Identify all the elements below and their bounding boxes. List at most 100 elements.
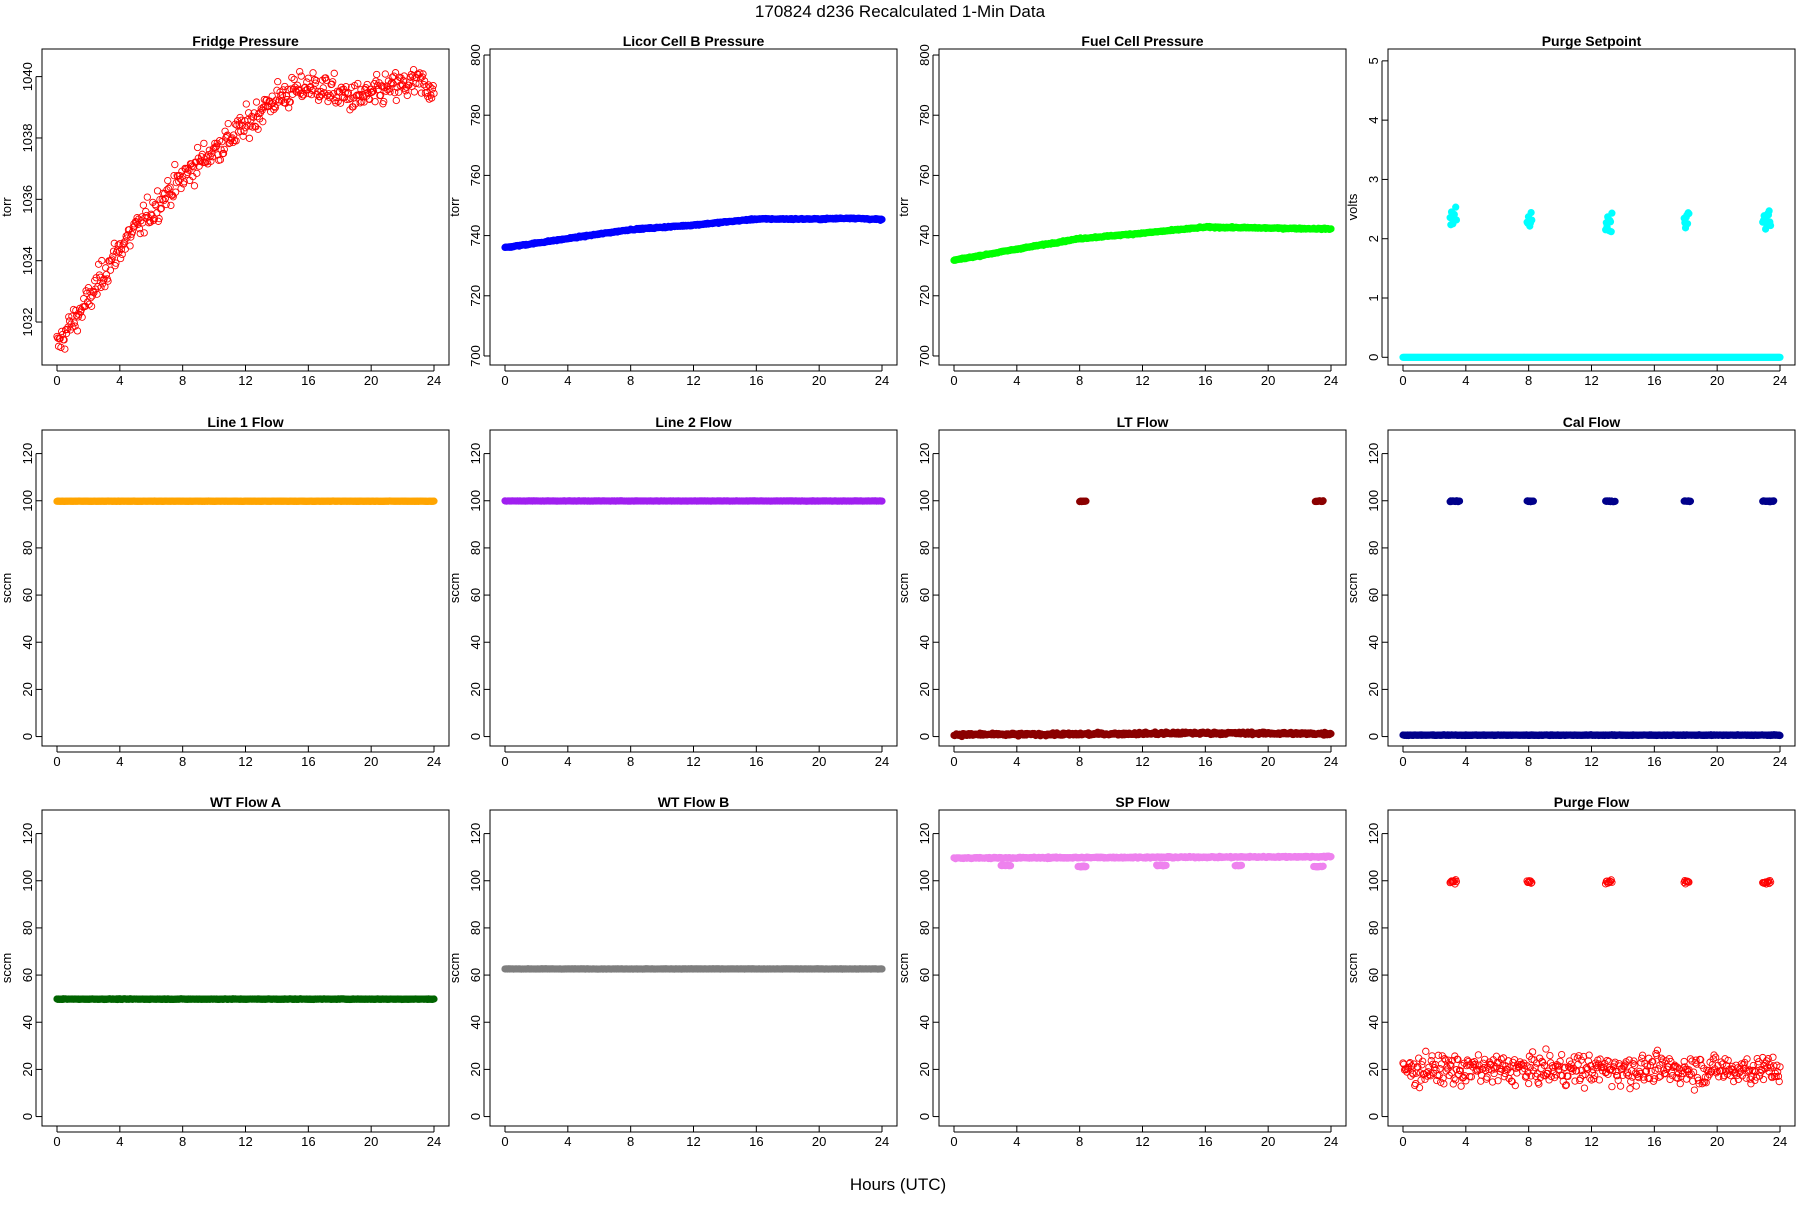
x-tick-label: 12 xyxy=(1135,373,1149,388)
y-tick-label: 20 xyxy=(468,1062,483,1076)
y-tick-label: 0 xyxy=(1366,733,1381,740)
y-tick-label: 3 xyxy=(1366,176,1381,183)
x-tick-label: 0 xyxy=(950,373,957,388)
x-tick-label: 16 xyxy=(749,1134,763,1149)
y-tick-label: 80 xyxy=(917,541,932,555)
y-tick-label: 40 xyxy=(1366,635,1381,649)
data-point xyxy=(1529,217,1535,223)
data-point xyxy=(305,75,311,81)
y-tick-label: 0 xyxy=(20,1113,35,1120)
x-tick-label: 12 xyxy=(686,754,700,769)
x-tick-label: 24 xyxy=(875,754,889,769)
plot-frame xyxy=(939,430,1346,746)
x-tick-label: 24 xyxy=(1324,373,1338,388)
main-title: 170824 d236 Recalculated 1-Min Data xyxy=(755,2,1046,21)
data-point xyxy=(1771,498,1777,504)
data-point xyxy=(298,73,304,79)
y-tick-label: 780 xyxy=(917,104,932,126)
x-tick-label: 8 xyxy=(1076,754,1083,769)
x-tick-label: 0 xyxy=(950,754,957,769)
y-tick-label: 100 xyxy=(1366,490,1381,512)
data-points xyxy=(951,223,1334,263)
y-tick-label: 1036 xyxy=(20,185,35,214)
y-tick-label: 1 xyxy=(1366,294,1381,301)
x-tick-label: 24 xyxy=(875,1134,889,1149)
data-point xyxy=(431,996,437,1002)
y-tick-label: 60 xyxy=(20,968,35,982)
data-point xyxy=(431,498,437,504)
x-tick-label: 4 xyxy=(116,754,123,769)
data-point xyxy=(117,255,123,261)
y-tick-label: 1032 xyxy=(20,308,35,337)
y-tick-label: 100 xyxy=(468,870,483,892)
x-tick-label: 16 xyxy=(1198,754,1212,769)
x-tick-label: 12 xyxy=(1135,754,1149,769)
x-tick-label: 8 xyxy=(627,373,634,388)
data-point xyxy=(168,202,174,208)
x-tick-label: 12 xyxy=(686,373,700,388)
y-tick-label: 20 xyxy=(1366,682,1381,696)
y-tick-label: 100 xyxy=(468,490,483,512)
x-tick-label: 20 xyxy=(1261,373,1275,388)
y-tick-label: 120 xyxy=(1366,443,1381,465)
y-tick-label: 20 xyxy=(468,682,483,696)
data-point xyxy=(1320,498,1326,504)
plot-frame xyxy=(42,49,449,365)
data-point xyxy=(296,68,302,74)
panel-title: LT Flow xyxy=(1117,414,1169,430)
x-tick-label: 12 xyxy=(1584,373,1598,388)
data-point xyxy=(1686,210,1692,216)
panel-title: Line 1 Flow xyxy=(207,414,283,430)
x-tick-label: 12 xyxy=(238,373,252,388)
x-tick-label: 24 xyxy=(1773,373,1787,388)
y-tick-label: 0 xyxy=(917,733,932,740)
data-point xyxy=(1684,221,1690,227)
data-points xyxy=(54,498,437,505)
data-point xyxy=(225,120,231,126)
y-tick-label: 80 xyxy=(468,541,483,555)
data-point xyxy=(1528,209,1534,215)
x-tick-label: 12 xyxy=(1584,754,1598,769)
x-tick-label: 8 xyxy=(627,1134,634,1149)
y-tick-label: 0 xyxy=(20,733,35,740)
x-tick-label: 8 xyxy=(179,373,186,388)
data-point xyxy=(879,216,885,222)
x-tick-label: 0 xyxy=(1399,373,1406,388)
data-point xyxy=(58,344,64,350)
x-tick-label: 0 xyxy=(53,1134,60,1149)
y-tick-label: 0 xyxy=(468,733,483,740)
y-axis-label: sccm xyxy=(447,953,462,983)
x-tick-label: 12 xyxy=(238,1134,252,1149)
x-tick-label: 16 xyxy=(301,1134,315,1149)
y-tick-label: 20 xyxy=(20,1062,35,1076)
x-tick-label: 4 xyxy=(1013,754,1020,769)
data-point xyxy=(381,98,387,104)
x-tick-label: 0 xyxy=(501,373,508,388)
data-points xyxy=(502,966,885,973)
y-axis-label: torr xyxy=(447,197,462,217)
x-tick-label: 20 xyxy=(812,373,826,388)
y-tick-label: 100 xyxy=(20,870,35,892)
y-axis-label: torr xyxy=(896,197,911,217)
plot-frame xyxy=(42,430,449,746)
data-point xyxy=(127,243,133,249)
data-point xyxy=(1453,217,1459,223)
y-tick-label: 1038 xyxy=(20,124,35,153)
y-tick-label: 720 xyxy=(468,285,483,307)
x-tick-label: 20 xyxy=(812,1134,826,1149)
y-axis-label: sccm xyxy=(0,953,14,983)
data-points xyxy=(502,215,885,251)
x-tick-label: 8 xyxy=(1525,754,1532,769)
x-tick-label: 16 xyxy=(301,754,315,769)
data-points xyxy=(951,498,1334,740)
x-tick-label: 24 xyxy=(1324,754,1338,769)
x-tick-label: 20 xyxy=(364,754,378,769)
data-point xyxy=(246,135,252,141)
data-point xyxy=(105,278,111,284)
x-tick-label: 24 xyxy=(427,1134,441,1149)
